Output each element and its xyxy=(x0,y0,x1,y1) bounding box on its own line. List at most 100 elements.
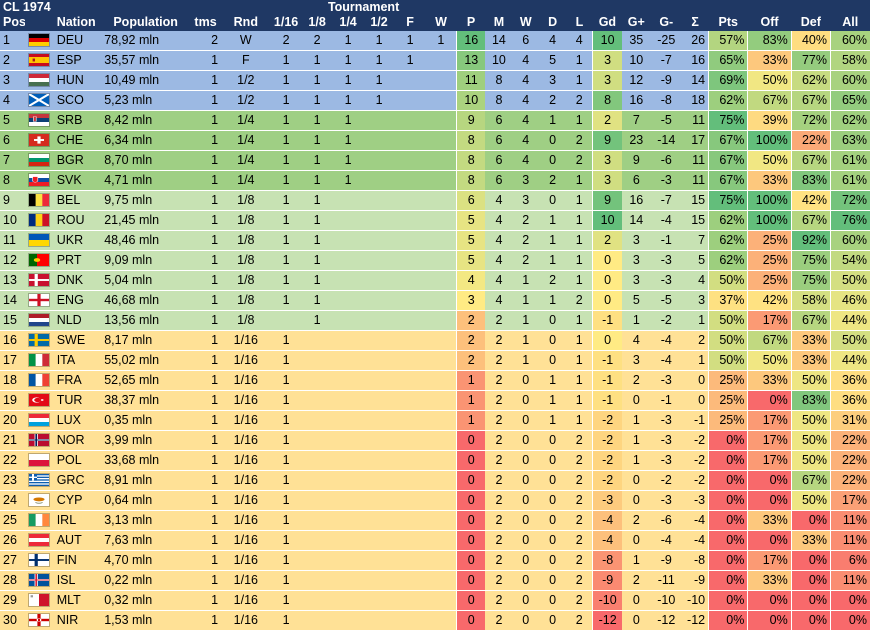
column-header-f: F xyxy=(394,14,426,31)
winner-cell xyxy=(425,70,457,91)
matches-cell: 2 xyxy=(485,490,513,511)
r8-cell xyxy=(301,450,333,471)
pts-pct-cell: 67% xyxy=(708,170,748,191)
table-row: 8 SVK 4,71 mln 1 1/4 1 1 1 8 6 3 2 1 3 6 -3 11 67% 33% 83% 6… xyxy=(0,170,870,191)
flag-icon xyxy=(28,272,51,287)
sigma-cell: -10 xyxy=(681,590,709,611)
r4-cell: 1 xyxy=(332,170,364,191)
goals-against-cell: -4 xyxy=(650,530,682,551)
losses-cell: 1 xyxy=(566,310,593,331)
goal-diff-cell: 3 xyxy=(592,150,622,171)
goal-diff-cell: 0 xyxy=(592,270,622,291)
draws-cell: 1 xyxy=(539,210,567,231)
matches-cell: 14 xyxy=(485,31,513,51)
wins-cell: 1 xyxy=(512,330,540,351)
matches-cell: 4 xyxy=(485,210,513,231)
flag-icon xyxy=(28,52,51,67)
round-cell: 1/16 xyxy=(221,590,271,611)
population-cell: 8,91 mln xyxy=(101,470,191,491)
winner-cell xyxy=(425,90,457,111)
r2-cell xyxy=(363,550,395,571)
all-pct-cell: 61% xyxy=(829,170,870,191)
table-row: 11 UKR 48,46 mln 1 1/8 1 1 5 4 2 1 1 2 3 -1 7 62% 25% 92% 6… xyxy=(0,230,870,251)
column-header-off: Off xyxy=(747,14,792,31)
wins-cell: 0 xyxy=(512,430,540,451)
population-cell: 5,04 mln xyxy=(101,270,191,291)
off-pct-cell: 33% xyxy=(747,370,792,391)
sigma-cell: 18 xyxy=(681,90,709,111)
draws-cell: 0 xyxy=(539,510,567,531)
pos-cell: 7 xyxy=(0,150,25,171)
r16-cell: 1 xyxy=(270,430,302,451)
matches-cell: 4 xyxy=(485,230,513,251)
winner-cell xyxy=(425,230,457,251)
losses-cell: 2 xyxy=(566,90,593,111)
all-pct-cell: 54% xyxy=(829,250,870,271)
goals-for-cell: 0 xyxy=(621,390,651,411)
points-cell: 0 xyxy=(456,610,486,631)
goals-for-cell: 7 xyxy=(621,110,651,131)
matches-cell: 2 xyxy=(485,410,513,431)
column-header-wins: W xyxy=(512,14,540,31)
def-pct-cell: 50% xyxy=(790,450,831,471)
def-pct-cell: 75% xyxy=(790,270,831,291)
matches-cell: 2 xyxy=(485,450,513,471)
losses-cell: 2 xyxy=(566,610,593,631)
goals-for-cell: 12 xyxy=(621,70,651,91)
table-row: 28 ISL 0,22 mln 1 1/16 1 0 2 0 0 2 -9 2 -11 -9 0% 33% 0% 1… xyxy=(0,570,870,591)
r4-cell: 1 xyxy=(332,70,364,91)
population-cell: 8,17 mln xyxy=(101,330,191,351)
draws-cell: 0 xyxy=(539,150,567,171)
points-cell: 0 xyxy=(456,510,486,531)
r16-cell: 1 xyxy=(270,110,302,131)
pos-cell: 4 xyxy=(0,90,25,111)
all-pct-cell: 63% xyxy=(829,130,870,151)
goals-against-cell: -2 xyxy=(650,310,682,331)
goals-for-cell: 16 xyxy=(621,90,651,111)
population-cell: 3,13 mln xyxy=(101,510,191,531)
r8-cell: 1 xyxy=(301,230,333,251)
losses-cell: 2 xyxy=(566,150,593,171)
table-row: 26 AUT 7,63 mln 1 1/16 1 0 2 0 0 2 -4 0 -4 -4 0% 0% 33% 11… xyxy=(0,530,870,551)
matches-cell: 2 xyxy=(485,370,513,391)
losses-cell: 1 xyxy=(566,50,593,71)
losses-cell: 2 xyxy=(566,450,593,471)
r16-cell: 1 xyxy=(270,410,302,431)
no-flag-icon xyxy=(24,430,54,451)
nation-cell: SVK xyxy=(53,170,102,191)
draws-cell: 0 xyxy=(539,610,567,631)
draws-cell: 5 xyxy=(539,50,567,71)
pos-cell: 21 xyxy=(0,430,25,451)
points-cell: 1 xyxy=(456,410,486,431)
table-row: 12 PRT 9,09 mln 1 1/8 1 1 5 4 2 1 1 0 3 -3 5 62% 25% 75% 54… xyxy=(0,250,870,271)
nation-cell: CHE xyxy=(53,130,102,151)
r16-cell: 1 xyxy=(270,530,302,551)
table-row: 29 MLT 0,32 mln 1 1/16 1 0 2 0 0 2 -10 0 -10 -10 0% 0% 0%… xyxy=(0,590,870,611)
off-pct-cell: 25% xyxy=(747,250,792,271)
goals-against-cell: -1 xyxy=(650,390,682,411)
matches-cell: 6 xyxy=(485,110,513,131)
goal-diff-cell: 10 xyxy=(592,210,622,231)
round-cell: 1/16 xyxy=(221,370,271,391)
pos-cell: 5 xyxy=(0,110,25,131)
all-pct-cell: 44% xyxy=(829,350,870,371)
column-header-losses: L xyxy=(566,14,593,31)
table-row: 3 HUN 10,49 mln 1 1/2 1 1 1 1 11 8 4 3 1 3 12 -9 14 69% 50%… xyxy=(0,70,870,91)
def-pct-cell: 58% xyxy=(790,290,831,311)
all-pct-cell: 0% xyxy=(829,610,870,631)
population-cell: 10,49 mln xyxy=(101,70,191,91)
r4-cell xyxy=(332,450,364,471)
goals-for-cell: 0 xyxy=(621,610,651,631)
r2-cell: 1 xyxy=(363,50,395,71)
r4-cell: 1 xyxy=(332,50,364,71)
r2-cell xyxy=(363,590,395,611)
r8-cell xyxy=(301,550,333,571)
pts-pct-cell: 37% xyxy=(708,290,748,311)
losses-cell: 1 xyxy=(566,330,593,351)
points-cell: 8 xyxy=(456,170,486,191)
sigma-cell: 17 xyxy=(681,130,709,151)
column-header-gplus: G+ xyxy=(621,14,651,31)
goals-for-cell: 5 xyxy=(621,290,651,311)
final-cell xyxy=(394,390,426,411)
goal-diff-cell: -2 xyxy=(592,450,622,471)
